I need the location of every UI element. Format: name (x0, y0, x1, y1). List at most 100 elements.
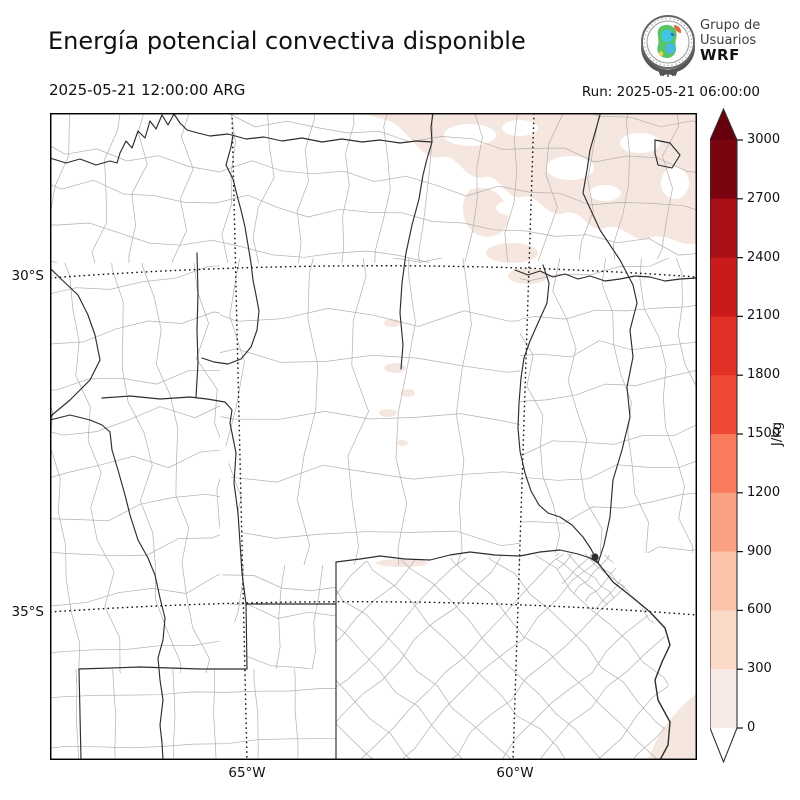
department-boundary-line (520, 447, 697, 502)
department-boundary-line (248, 669, 265, 760)
department-boundary-line (385, 553, 672, 760)
department-boundary-line (566, 553, 625, 613)
cape-shading-low (360, 113, 701, 760)
department-mesh-region (92, 258, 635, 603)
department-boundary-line (50, 263, 220, 323)
lat-label-30s: 30°S (11, 268, 45, 284)
department-boundary-line (50, 510, 220, 585)
department-boundary-line (50, 550, 381, 565)
department-boundary-line (220, 524, 520, 550)
department-boundary-line (220, 348, 520, 377)
colorbar-tick-label: 900 (747, 543, 772, 559)
department-boundary-line (634, 258, 696, 553)
department-boundary-line (278, 179, 357, 705)
department-boundary-line (220, 408, 520, 432)
colorbar-tick-label: 1800 (747, 367, 781, 383)
department-boundary-line (337, 510, 367, 744)
department-boundary-line (50, 608, 220, 673)
department-boundary-line (555, 553, 606, 606)
colorbar: 3000 2700 2400 2100 1800 1500 1200 900 600 300 0 J… (709, 107, 800, 768)
department-boundary-line (220, 565, 250, 669)
department-boundary-line (509, 113, 592, 263)
longitude-gridline-65w (231, 112, 248, 761)
department-boundary-line (185, 490, 219, 723)
department-boundary-line (295, 258, 322, 565)
colorbar-segment (710, 551, 737, 611)
colorbar-tick-label: 600 (747, 602, 772, 618)
logo-line-2: Usuarios (700, 32, 757, 48)
run-time-label: Run: 2025-05-21 06:00:00 (581, 84, 760, 100)
department-boundary-line (220, 645, 336, 669)
colorbar-segment (710, 140, 737, 200)
colorbar-scale (709, 107, 743, 764)
department-boundary-line (336, 553, 646, 760)
wrf-users-group-logo: Grupo de Usuarios WRF (638, 11, 798, 77)
department-boundary-line (106, 263, 182, 673)
map-frame (49, 112, 698, 761)
department-boundary-line (344, 258, 369, 565)
department-boundary-line (336, 553, 551, 704)
department-boundary-line (295, 565, 335, 669)
department-boundary-line (172, 526, 406, 554)
department-boundary-line (288, 669, 305, 760)
department-mesh-region (50, 179, 357, 705)
map-panel (49, 112, 701, 761)
department-mesh-region (172, 484, 411, 744)
department-boundary-line (50, 378, 220, 457)
department-boundary-line (520, 400, 697, 469)
department-boundary-line (136, 263, 219, 673)
department-boundary-line (396, 221, 459, 640)
department-boundary-line (573, 113, 660, 263)
colorbar-segment (710, 669, 737, 729)
department-boundary-line (344, 113, 424, 263)
department-boundary-line (50, 546, 220, 631)
department-boundary-line (50, 650, 220, 673)
department-boundary-line (55, 263, 132, 673)
department-boundary-line (50, 473, 220, 550)
department-boundary-line (76, 113, 150, 263)
logo-line-3: WRF (700, 46, 740, 64)
department-boundary-line (336, 553, 617, 760)
department-boundary-line (555, 577, 603, 613)
department-boundary-line (50, 338, 697, 418)
colorbar-segment (710, 316, 737, 376)
department-boundary-line (108, 669, 123, 760)
department-boundary-line (301, 113, 384, 263)
department-boundary-line (555, 558, 622, 613)
department-boundary-line (178, 484, 411, 519)
lon-label-60w: 60°W (496, 765, 534, 781)
department-boundary-line (95, 113, 181, 263)
colorbar-under-arrow (710, 728, 737, 762)
colorbar-tick-label: 3000 (747, 132, 781, 147)
lat-label-35s: 35°S (11, 604, 45, 620)
department-boundary-line (50, 735, 336, 752)
department-boundary-line (50, 642, 385, 655)
department-boundary-line (50, 298, 697, 374)
department-boundary-line (50, 302, 220, 372)
department-boundary-line (220, 464, 520, 495)
department-boundary-line (336, 590, 572, 760)
department-boundary-line (407, 561, 672, 760)
colorbar-tick-label: 1200 (747, 484, 781, 500)
department-boundary-line (181, 263, 220, 673)
department-boundary-line (50, 456, 697, 535)
department-boundary-line (375, 514, 388, 760)
department-boundary-line (408, 553, 672, 752)
department-boundary-line (547, 113, 628, 263)
colorbar-tick-label: 0 (747, 720, 756, 735)
department-boundary-line (520, 322, 697, 380)
department-mesh-region (50, 113, 697, 535)
department-boundary-line (220, 304, 520, 330)
department-boundary-line (388, 258, 424, 565)
department-boundary-line (70, 669, 84, 760)
department-boundary-line (520, 353, 697, 422)
department-boundary-line (436, 590, 672, 760)
department-boundary-line (50, 408, 697, 489)
department-boundary-line (339, 553, 666, 760)
city-marker (591, 553, 599, 561)
department-boundary-line (92, 577, 635, 603)
department-boundary-line (50, 684, 336, 700)
department-boundary-line (387, 553, 672, 760)
colorbar-tick-label: 2400 (747, 249, 781, 265)
